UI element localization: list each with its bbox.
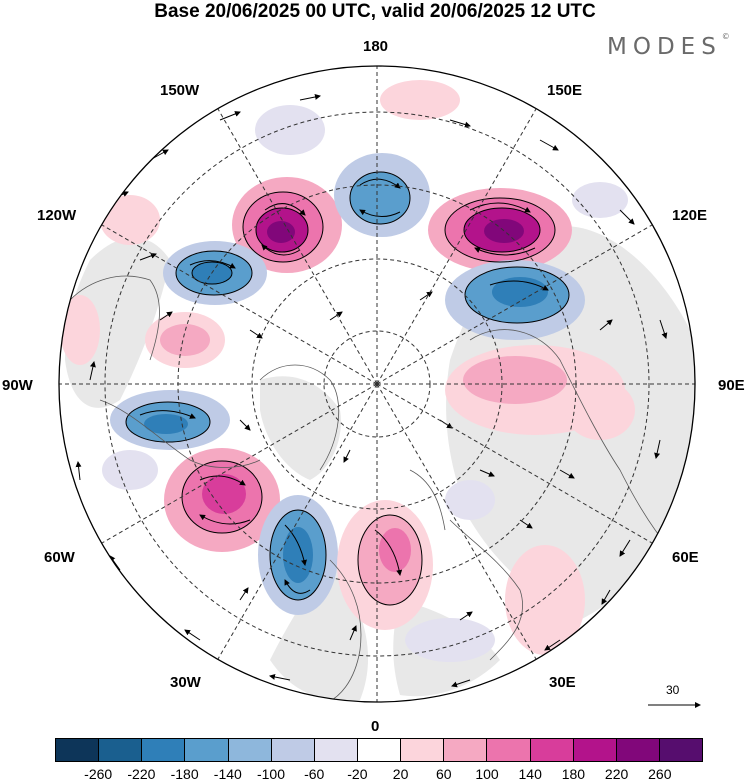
legend-tick-label: -60 — [304, 766, 325, 782]
legend-swatch — [142, 739, 186, 761]
reference-vector-label: 30 — [666, 683, 680, 697]
lon-label-30e: 30E — [549, 674, 576, 691]
legend-tick-label: -100 — [256, 766, 286, 782]
legend-tick-label: -180 — [170, 766, 199, 782]
graticule — [59, 66, 695, 702]
legend-tick-label: 220 — [604, 766, 629, 782]
map-boundary — [58, 65, 696, 703]
legend-tick-label: 180 — [561, 766, 586, 782]
lon-label-30w: 30W — [170, 674, 201, 691]
legend-swatch — [444, 739, 488, 761]
legend-swatch — [314, 739, 358, 761]
legend-swatch — [487, 739, 531, 761]
legend-swatch — [56, 739, 100, 761]
polar-map — [58, 65, 701, 708]
legend-swatch — [401, 739, 445, 761]
lon-label-150w: 150W — [160, 82, 200, 99]
lon-label-150e: 150E — [547, 82, 583, 99]
lon-label-120e: 120E — [672, 207, 708, 224]
lon-label-180: 180 — [363, 38, 389, 55]
legend-swatch — [530, 739, 574, 761]
legend-tick-label: 140 — [518, 766, 542, 782]
legend-tick-label: -260 — [84, 766, 113, 782]
modes-logo: MODES© — [607, 32, 730, 60]
legend-swatch — [228, 739, 272, 761]
legend-tick-label: 100 — [475, 766, 499, 782]
lon-label-0: 0 — [371, 718, 380, 735]
legend-swatch — [659, 739, 703, 761]
map-title: Base 20/06/2025 00 UTC, valid 20/06/2025… — [154, 1, 596, 22]
legend-swatch — [99, 739, 143, 761]
color-legend — [55, 738, 703, 762]
legend-tick-label: -140 — [213, 766, 242, 782]
legend-tick-label: 260 — [648, 766, 672, 782]
legend-tick-label: 20 — [392, 766, 409, 782]
legend-tick-label: -20 — [347, 766, 368, 782]
legend-swatch — [616, 739, 660, 761]
legend-tick-label: -220 — [127, 766, 156, 782]
coastlines — [69, 275, 681, 702]
legend-swatch — [573, 739, 617, 761]
lon-label-120w: 120W — [37, 207, 77, 224]
lon-label-60w: 60W — [44, 549, 75, 566]
legend-swatch — [185, 739, 229, 761]
lon-label-90e: 90E — [718, 377, 745, 394]
legend-swatch — [357, 739, 402, 761]
lon-label-60e: 60E — [672, 549, 699, 566]
legend-tick-label: 60 — [436, 766, 452, 782]
map-disk — [59, 66, 695, 702]
legend-swatch — [271, 739, 315, 761]
lon-label-90w: 90W — [2, 377, 33, 394]
